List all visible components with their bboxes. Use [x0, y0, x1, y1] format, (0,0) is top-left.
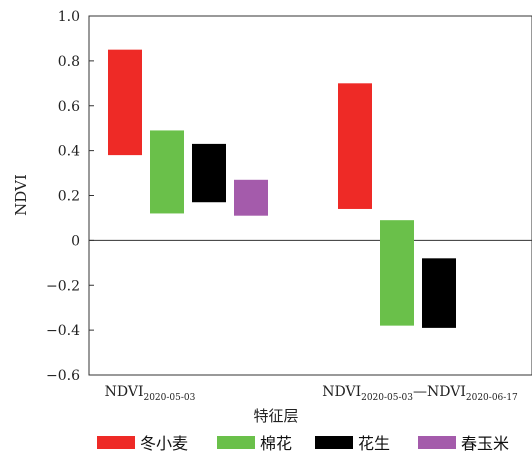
bar-春玉米-group-1: [234, 179, 268, 216]
y-tick-label: −0.2: [46, 278, 80, 294]
bar-冬小麦-group-1: [108, 49, 142, 156]
y-tick-label: 0.6: [58, 99, 80, 115]
legend: 冬小麦 棉花 花生 春玉米: [97, 434, 509, 453]
legend-swatch: [418, 436, 456, 449]
y-tick-label: 0.8: [58, 54, 80, 70]
y-tick-label: 0: [71, 233, 80, 249]
x-tick-label-subscript-2: 2020-06-17: [466, 393, 518, 403]
legend-label: 花生: [358, 434, 390, 453]
legend-swatch: [97, 436, 135, 449]
y-tick-label: 1.0: [58, 9, 80, 25]
x-tick-label-main: NDVI: [105, 384, 144, 400]
x-tick-label: NDVI2020-05-03—NDVI2020-06-17: [322, 384, 518, 403]
legend-label: 冬小麦: [140, 434, 188, 453]
x-tick-label-main: NDVI: [322, 384, 361, 400]
bars: [108, 49, 456, 328]
bar-花生-group-1: [192, 143, 226, 203]
legend-swatch: [315, 436, 353, 449]
y-axis-title: NDVI: [12, 174, 30, 216]
legend-label: 春玉米: [461, 434, 509, 453]
y-tick-label: −0.6: [46, 368, 80, 384]
bar-花生-group-2: [422, 258, 456, 328]
y-axis-ticks: 1.0 0.8 0.6 0.4 0.2 0 −0.2 −0.4 −0.6: [46, 9, 94, 384]
x-tick-label-subscript: 2020-05-03: [143, 393, 195, 403]
x-axis-title: 特征层: [253, 407, 298, 425]
bar-棉花-group-2: [380, 220, 414, 326]
x-tick-label-main-2: —NDVI: [413, 384, 466, 400]
y-tick-label: 0.4: [58, 144, 80, 160]
x-tick-label-subscript: 2020-05-03: [361, 393, 413, 403]
x-tick-label: NDVI2020-05-03: [105, 384, 196, 403]
y-tick-label: −0.4: [46, 323, 80, 339]
x-axis-category-labels: NDVI2020-05-03 NDVI2020-05-03—NDVI2020-06…: [105, 384, 518, 403]
bar-棉花-group-1: [150, 130, 184, 214]
legend-label: 棉花: [260, 434, 292, 453]
legend-swatch: [217, 436, 255, 449]
y-tick-label: 0.2: [58, 189, 80, 205]
bar-冬小麦-group-2: [338, 83, 372, 209]
